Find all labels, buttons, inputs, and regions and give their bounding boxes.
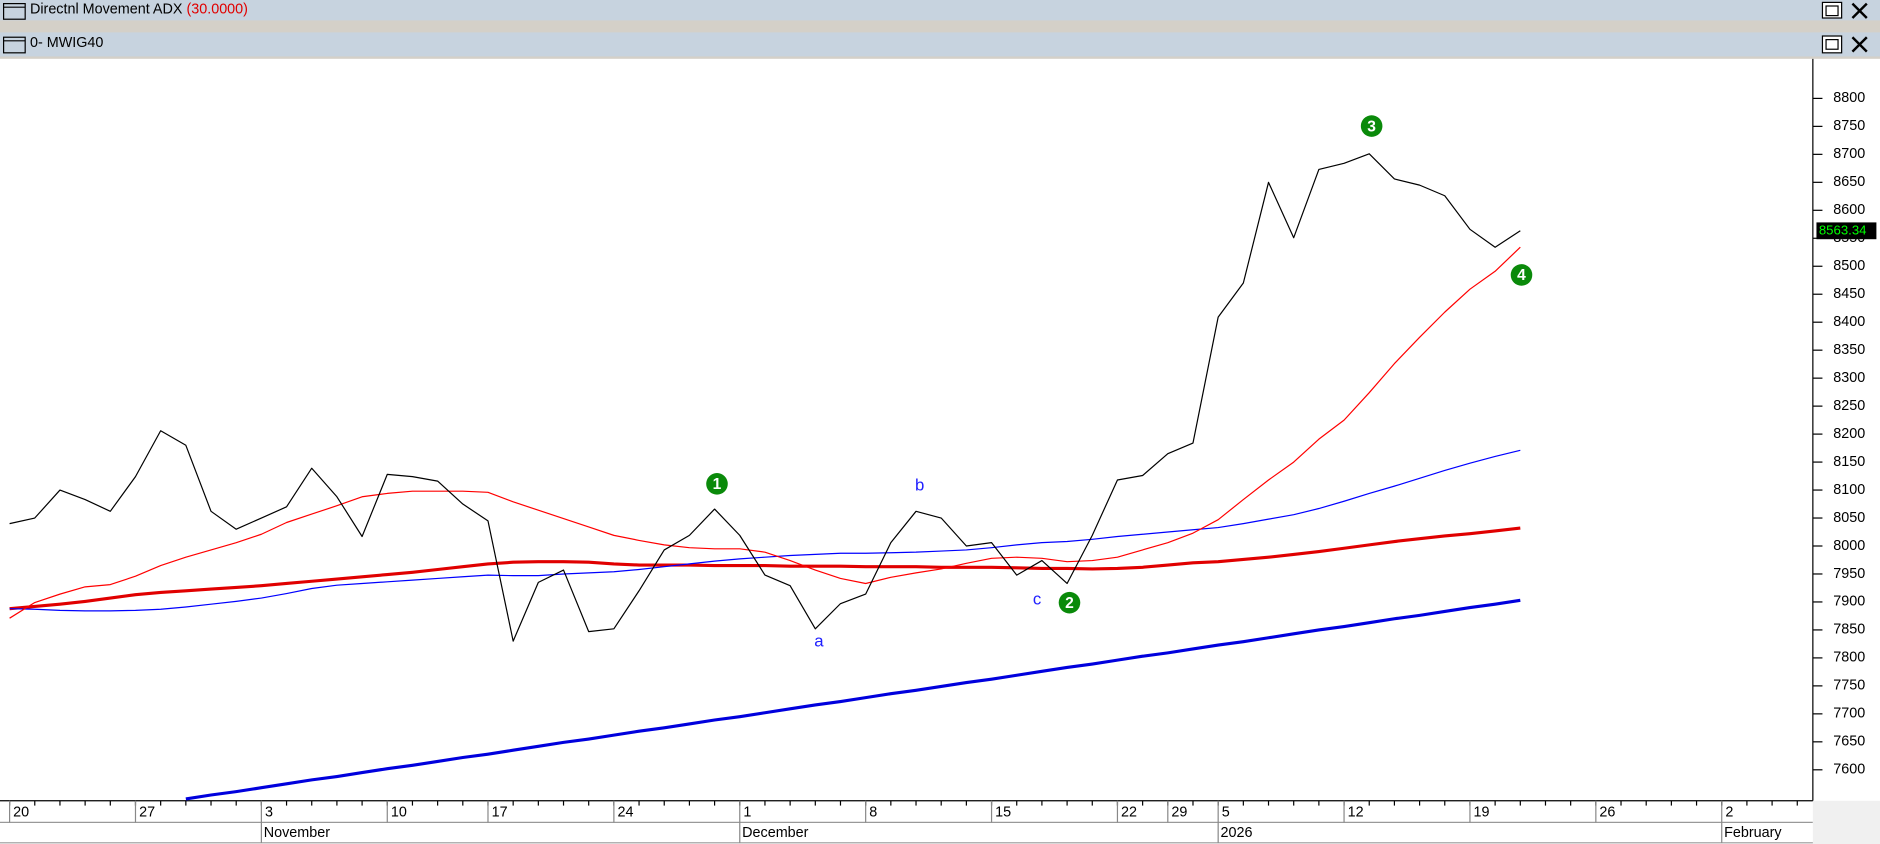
wave-marker — [1058, 591, 1081, 614]
last-value-box — [1816, 222, 1877, 240]
close-button[interactable] — [1851, 36, 1868, 53]
price-line — [9, 246, 1521, 619]
wave-label: 1 — [713, 476, 722, 493]
wave-label: c — [1033, 590, 1041, 609]
plot-bg — [0, 58, 1880, 844]
x-tick-label: 1 — [743, 805, 751, 821]
y-tick-label: 8500 — [1833, 258, 1865, 274]
y-tick-label: 7800 — [1833, 650, 1865, 666]
wave-label: 2 — [1065, 595, 1074, 612]
y-tick-label: 8350 — [1833, 342, 1865, 358]
last-value-label: 8563.34 — [1819, 222, 1867, 237]
y-tick-label: 7650 — [1833, 734, 1865, 750]
y-tick-label: 8650 — [1833, 174, 1865, 190]
x-tick-label: 12 — [1348, 805, 1364, 821]
indicator-param: (30.0000) — [186, 1, 248, 17]
y-tick-label: 7750 — [1833, 678, 1865, 694]
y-tick-label: 8000 — [1833, 538, 1865, 554]
y-tick-label: 8100 — [1833, 482, 1865, 498]
wave-label: 3 — [1367, 118, 1376, 135]
month-label: November — [264, 825, 330, 841]
month-label: 2026 — [1221, 825, 1253, 841]
wave-label: b — [915, 476, 924, 495]
y-tick-label: 8250 — [1833, 398, 1865, 414]
y-tick-label: 7600 — [1833, 762, 1865, 778]
y-tick-label: 8150 — [1833, 454, 1865, 470]
y-tick-label: 8600 — [1833, 202, 1865, 218]
y-tick-label: 7900 — [1833, 594, 1865, 610]
chart-title: 0- MWIG40 — [30, 35, 103, 51]
y-tick-label: 7850 — [1833, 622, 1865, 638]
x-tick-label: 17 — [492, 805, 508, 821]
window-icon — [2, 3, 26, 20]
x-tick-label: 26 — [1599, 805, 1615, 821]
y-tick-label: 8200 — [1833, 426, 1865, 442]
maximize-icon — [1825, 39, 1839, 50]
indicator-name: Directnl Movement ADX — [30, 1, 183, 17]
price-line — [9, 153, 1521, 642]
x-tick-label: 15 — [995, 805, 1011, 821]
x-tick-label: 2 — [1725, 805, 1733, 821]
y-tick-label: 7700 — [1833, 706, 1865, 722]
x-tick-label: 20 — [13, 805, 29, 821]
month-label: February — [1724, 825, 1782, 841]
price-line — [185, 598, 1521, 801]
x-tick-label: 19 — [1474, 805, 1490, 821]
x-tick-label: 10 — [391, 805, 407, 821]
chart-bar — [0, 32, 1880, 57]
y-tick-label: 8300 — [1833, 370, 1865, 386]
wave-marker — [1510, 264, 1533, 286]
price-line — [9, 449, 1521, 612]
x-tick-label: 8 — [869, 805, 877, 821]
x-tick-label: 29 — [1171, 805, 1187, 821]
y-tick-label: 8800 — [1833, 90, 1865, 106]
maximize-icon — [1825, 5, 1839, 17]
y-tick-label: 8400 — [1833, 314, 1865, 330]
y-tick-label: 8050 — [1833, 510, 1865, 526]
x-tick-label: 22 — [1121, 805, 1137, 821]
y-tick-label: 8450 — [1833, 286, 1865, 302]
indicator-bar — [0, 0, 1880, 21]
x-tick-label: 3 — [265, 805, 273, 821]
wave-marker — [1360, 115, 1383, 137]
y-tick-label: 8750 — [1833, 118, 1865, 134]
maximize-button[interactable] — [1821, 35, 1843, 54]
close-button[interactable] — [1851, 2, 1868, 19]
wave-label: 4 — [1517, 267, 1526, 284]
corner — [1812, 800, 1880, 844]
y-tick-label: 7950 — [1833, 566, 1865, 582]
month-label: December — [742, 825, 808, 841]
wave-label: a — [814, 632, 824, 651]
x-tick-label: 24 — [617, 805, 633, 821]
wave-marker — [706, 473, 728, 495]
x-tick-label: 5 — [1222, 805, 1230, 821]
y-tick-label: 8700 — [1833, 146, 1865, 162]
indicator-title: Directnl Movement ADX (30.0000) — [30, 1, 248, 17]
window-icon — [2, 36, 26, 54]
x-tick-label: 27 — [139, 805, 155, 821]
price-line — [9, 526, 1521, 611]
